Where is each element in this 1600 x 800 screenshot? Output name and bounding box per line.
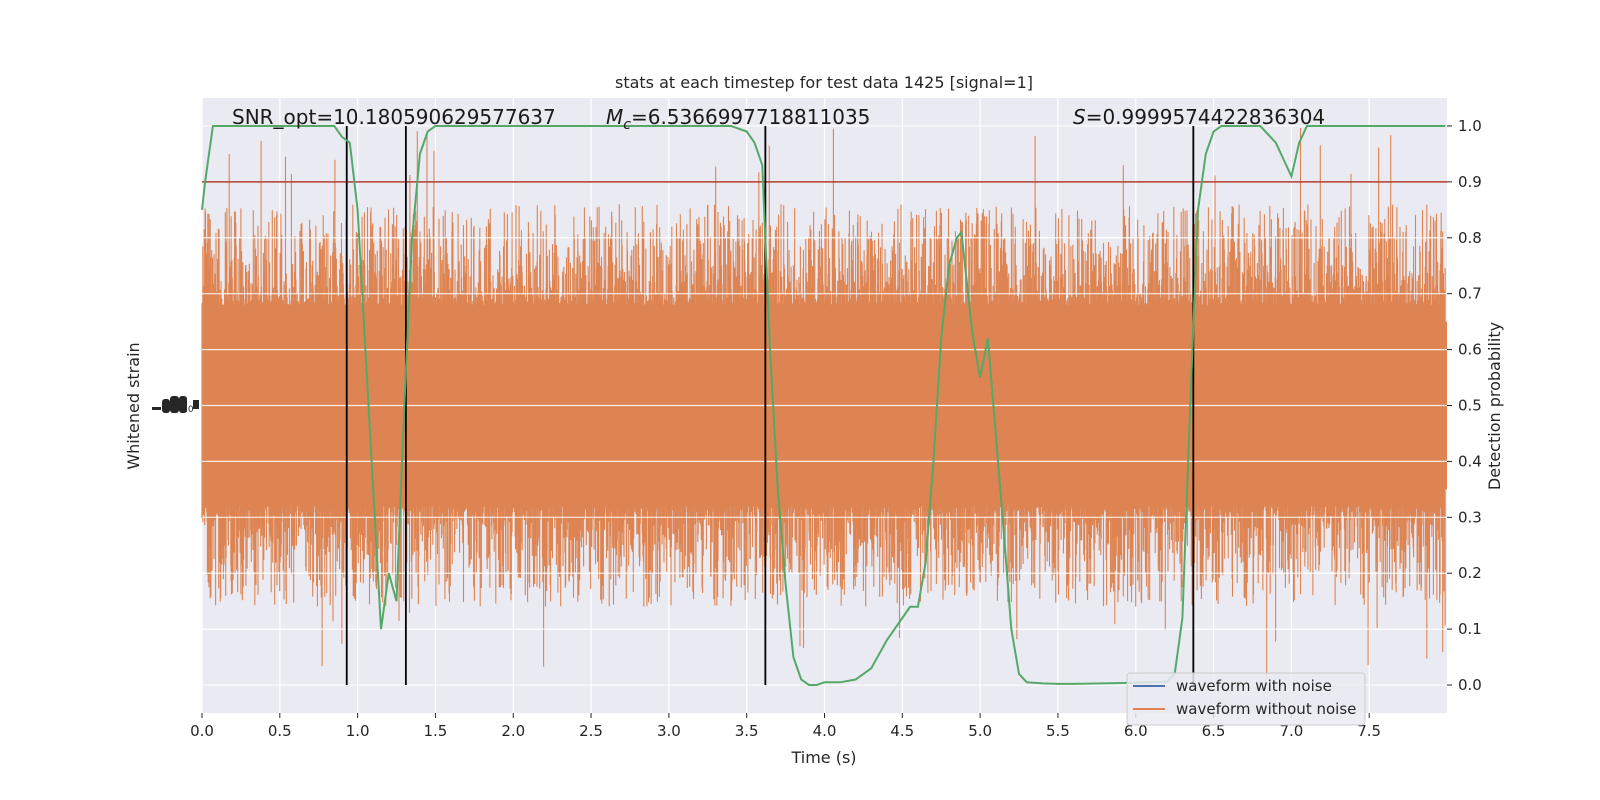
x-tick-label: 0.0: [190, 722, 214, 740]
x-tick-label: 1.5: [424, 722, 448, 740]
event-markers: [345, 125, 1195, 686]
y-tick-label: 0.5: [1458, 397, 1482, 415]
y-axis-label-right: Detection probability: [1485, 322, 1504, 490]
x-tick-label: 7.5: [1357, 722, 1381, 740]
x-tick-label: 3.0: [657, 722, 681, 740]
y-tick-label: 0.4: [1458, 452, 1482, 470]
y-tick-label: 0.8: [1458, 229, 1482, 247]
detection-probability-line: [201, 125, 1446, 686]
y-tick-label: 0.3: [1458, 508, 1482, 526]
legend-label-without-noise: waveform without noise: [1176, 700, 1356, 718]
y-tick-label: 0.1: [1458, 620, 1482, 638]
y-tick-label: 0.2: [1458, 564, 1482, 582]
legend-label-with-noise: waveform with noise: [1176, 677, 1332, 695]
chirp-mass-value: =6.5366997718811035: [631, 105, 870, 129]
y-tick-label: 0.9: [1458, 173, 1482, 191]
x-tick-label: 4.0: [813, 722, 837, 740]
chirp-mass-annotation: Mc=6.5366997718811035: [606, 105, 870, 133]
score-symbol: S: [1073, 105, 1086, 129]
x-axis-label: Time (s): [790, 748, 856, 767]
y-axis-label-left: Whitened strain: [124, 342, 143, 469]
x-tick-label: 6.0: [1124, 722, 1148, 740]
score-annotation: S=0.9999574422836304: [1073, 105, 1325, 129]
x-tick-label: 0.5: [268, 722, 292, 740]
left-axis-tick-label: -3.0: [176, 405, 194, 415]
x-tick-label: 7.0: [1279, 722, 1303, 740]
snr-annotation: SNR_opt=10.180590629577637: [232, 105, 556, 129]
chirp-mass-symbol: M: [606, 105, 623, 129]
legend: waveform with noise waveform without noi…: [1126, 672, 1366, 726]
y-tick-label: 1.0: [1458, 117, 1482, 135]
x-tick-label: 2.0: [501, 722, 525, 740]
y-axis-ticks-right: 0.0 0.1 0.2 0.3 0.4 0.5 0.6 0.7 0.8 0.9 1.0: [1447, 117, 1482, 694]
x-tick-label: 1.0: [346, 722, 370, 740]
x-axis-ticks: 0.0 0.5 1.0 1.5 2.0 2.5 3.0 3.5 4.0 4.5 5.0 5.5 6.0 6…: [190, 713, 1381, 740]
y-tick-label: 0.6: [1458, 341, 1482, 359]
x-tick-label: 2.5: [579, 722, 603, 740]
chirp-mass-subscript: c: [623, 117, 631, 133]
x-tick-label: 5.0: [968, 722, 992, 740]
x-tick-label: 6.5: [1202, 722, 1226, 740]
score-value: =0.9999574422836304: [1086, 105, 1325, 129]
left-axis-ticks: -3.0: [152, 396, 199, 415]
x-tick-label: 3.5: [735, 722, 759, 740]
x-tick-label: 4.5: [890, 722, 914, 740]
y-tick-label: 0.0: [1458, 676, 1482, 694]
legend-box: [1126, 672, 1366, 726]
chart-title: stats at each timestep for test data 142…: [615, 73, 1033, 92]
x-tick-label: 5.5: [1046, 722, 1070, 740]
y-tick-label: 0.7: [1458, 285, 1482, 303]
